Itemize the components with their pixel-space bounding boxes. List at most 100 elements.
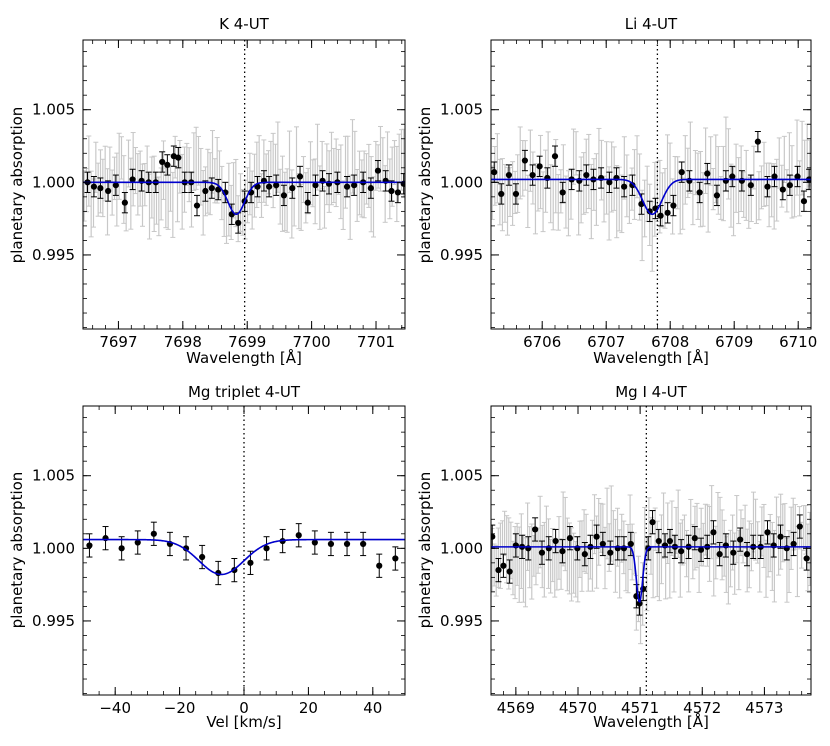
- data-point: [343, 183, 351, 190]
- plot-area: [83, 406, 405, 695]
- data-point: [710, 529, 717, 536]
- data-point: [581, 551, 588, 558]
- data-point: [794, 173, 801, 180]
- data-point: [796, 523, 803, 530]
- data-point: [566, 535, 574, 542]
- data-point: [86, 542, 93, 549]
- x-tick-label: 0: [239, 699, 249, 717]
- plot-area: [83, 40, 405, 329]
- data-point: [678, 548, 685, 555]
- data-point: [491, 169, 498, 176]
- x-axis-label: Wavelength [Å]: [186, 348, 302, 367]
- x-tick-label: 6710: [779, 333, 817, 351]
- data-point: [343, 540, 351, 548]
- y-tick-label: 1.000: [32, 173, 75, 191]
- data-point: [697, 546, 705, 553]
- panel-title: Mg I 4-UT: [615, 383, 687, 401]
- data-point: [512, 190, 520, 198]
- y-axis-label: planetary absorption: [416, 472, 434, 629]
- data-point: [105, 187, 112, 195]
- data-point: [713, 192, 721, 199]
- data-point: [388, 187, 395, 195]
- data-point: [657, 212, 664, 219]
- data-point: [636, 600, 643, 607]
- x-tick-label: 4573: [745, 699, 783, 717]
- data-point: [691, 535, 698, 542]
- data-point: [800, 198, 808, 205]
- data-point: [150, 530, 157, 537]
- y-axis-label: planetary absorption: [8, 472, 26, 629]
- x-tick-label: 4572: [683, 699, 721, 717]
- data-point: [649, 519, 656, 526]
- data-point: [737, 536, 744, 543]
- x-tick-label: 20: [299, 699, 318, 717]
- data-point: [199, 553, 206, 561]
- data-point: [790, 540, 797, 548]
- y-tick-label: 1.000: [440, 539, 483, 557]
- x-tick-label: 7699: [228, 333, 266, 351]
- data-point: [552, 537, 559, 545]
- data-point: [164, 161, 171, 168]
- y-tick-label: 1.000: [32, 539, 75, 557]
- data-point: [495, 567, 502, 574]
- panel-mg-i: Mg I 4-UT Wavelength [Å] planetary absor…: [416, 383, 812, 731]
- y-tick-label: 1.005: [32, 101, 75, 119]
- data-point: [263, 545, 270, 552]
- data-point: [764, 529, 771, 536]
- x-tick-label: 6707: [587, 333, 625, 351]
- data-point: [376, 562, 383, 569]
- data-point: [90, 183, 98, 190]
- data-point: [121, 199, 128, 206]
- x-axis-label: Vel [km/s]: [206, 713, 281, 731]
- data-point: [304, 199, 311, 206]
- plot-area: [491, 40, 811, 329]
- data-point: [374, 167, 382, 174]
- data-point: [606, 179, 613, 186]
- y-tick-label: 1.005: [32, 467, 75, 485]
- data-point: [551, 153, 559, 160]
- x-tick-label: 6708: [651, 333, 689, 351]
- data-point: [521, 157, 529, 164]
- data-point: [666, 537, 674, 545]
- data-point: [118, 545, 125, 552]
- y-tick-label: 1.005: [440, 467, 483, 485]
- data-point: [704, 170, 711, 177]
- data-point: [532, 526, 539, 533]
- data-point: [112, 182, 119, 189]
- data-point: [536, 163, 543, 170]
- model-fit-line: [83, 181, 405, 216]
- model-fit-line: [491, 546, 811, 604]
- model-fit-line: [491, 178, 811, 216]
- x-tick-label: −20: [164, 699, 196, 717]
- y-tick-label: 0.995: [32, 246, 75, 264]
- data-point: [394, 189, 402, 196]
- data-point: [678, 169, 685, 176]
- data-point: [505, 171, 513, 179]
- data-point: [696, 189, 703, 196]
- data-point: [529, 171, 536, 179]
- x-tick-label: 4571: [621, 699, 659, 717]
- data-point: [559, 189, 566, 196]
- data-point: [351, 182, 358, 189]
- data-point: [729, 173, 736, 180]
- axes-frame: [490, 39, 812, 330]
- x-tick-label: 6709: [715, 333, 753, 351]
- plot-area: [491, 406, 811, 695]
- x-tick-label: 40: [363, 699, 382, 717]
- data-point: [312, 182, 319, 189]
- data-point: [559, 548, 566, 555]
- y-tick-label: 1.000: [440, 173, 483, 191]
- data-point: [716, 551, 723, 558]
- data-point: [498, 190, 505, 198]
- x-tick-label: 4570: [559, 699, 597, 717]
- data-point: [670, 202, 677, 209]
- data-point: [208, 185, 215, 192]
- data-point: [779, 186, 786, 193]
- axes-frame: [82, 39, 406, 330]
- y-tick-label: 0.995: [440, 246, 483, 264]
- x-tick-label: 4569: [497, 699, 535, 717]
- data-point: [159, 158, 166, 166]
- y-tick-label: 0.995: [32, 612, 75, 630]
- data-point: [280, 192, 288, 199]
